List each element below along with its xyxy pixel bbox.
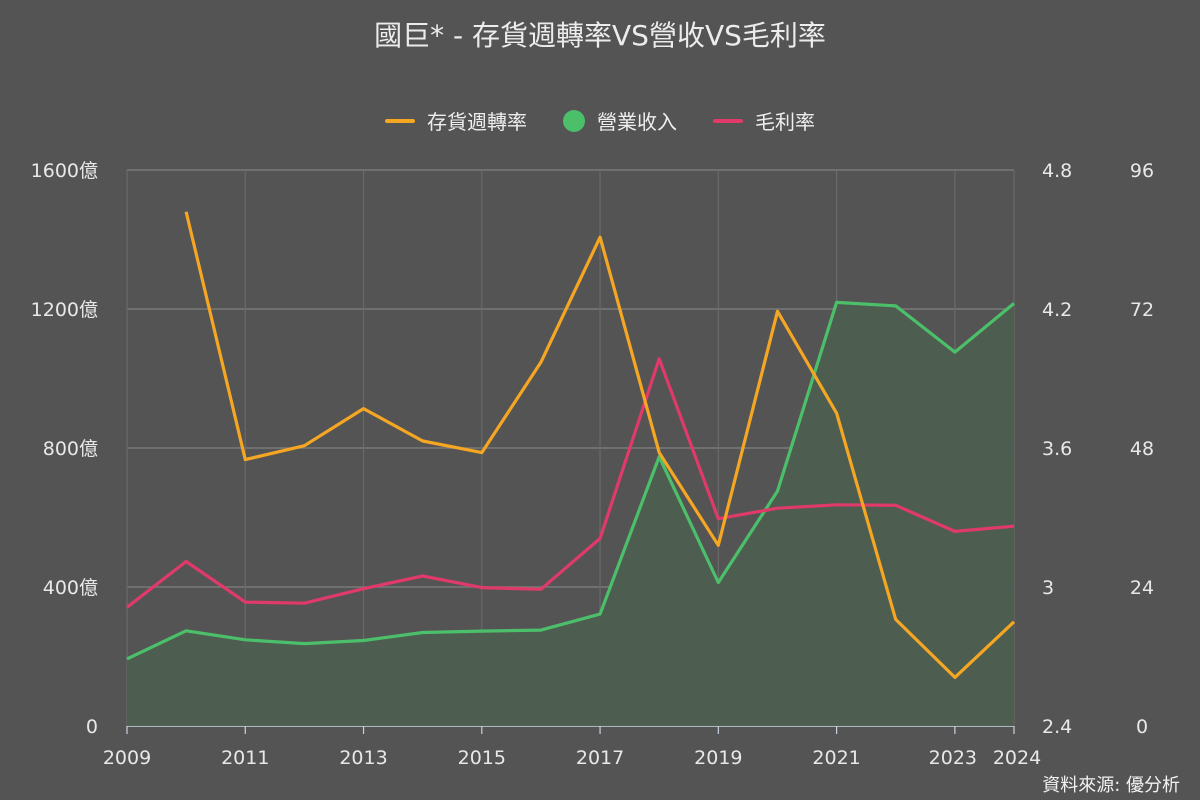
legend-line-marker — [385, 118, 415, 123]
x-tick-label: 2024 — [993, 747, 1041, 769]
source-note: 資料來源: 優分析 — [1042, 775, 1180, 796]
series-area-fill — [127, 302, 1014, 726]
x-tick-label: 2017 — [576, 747, 624, 769]
chart-title: 國巨* - 存貨週轉率VS營收VS毛利率 — [374, 19, 826, 52]
legend-label: 毛利率 — [755, 110, 815, 134]
legend: 存貨週轉率 營業收入 毛利率 — [0, 106, 1200, 135]
series-line-gross-margin — [126, 357, 1015, 609]
legend-dot-marker — [563, 109, 585, 132]
x-tick-label: 2015 — [458, 747, 506, 769]
y-right-margin-tick-label: 0 — [1136, 716, 1148, 738]
y-right-margin-tick-label: 24 — [1130, 577, 1154, 599]
x-tick-label: 2013 — [339, 747, 387, 769]
x-tick-label: 2021 — [812, 747, 860, 769]
y-right-turnover-tick-label: 4.8 — [1042, 160, 1072, 182]
legend-label: 存貨週轉率 — [427, 110, 527, 134]
legend-item-gross-margin[interactable]: 毛利率 — [713, 106, 815, 135]
y-right-turnover-tick-label: 3 — [1042, 577, 1054, 599]
series-line-inventory-turnover — [184, 211, 1016, 679]
y-left-tick-label: 800億 — [43, 438, 98, 460]
legend-item-inventory-turnover[interactable]: 存貨週轉率 — [385, 106, 527, 135]
y-left-tick-label: 0 — [86, 716, 98, 738]
y-right-turnover-tick-label: 3.6 — [1042, 438, 1072, 460]
y-right-margin-tick-label: 72 — [1130, 299, 1154, 321]
x-tick-label: 2019 — [694, 747, 742, 769]
x-tick-label: 2011 — [221, 747, 269, 769]
y-right-turnover-tick-label: 4.2 — [1042, 299, 1072, 321]
y-right-turnover-tick-label: 2.4 — [1042, 716, 1072, 738]
legend-label: 營業收入 — [597, 110, 677, 134]
y-left-tick-label: 400億 — [43, 577, 98, 599]
legend-item-revenue[interactable]: 營業收入 — [563, 106, 677, 135]
series-line-revenue — [126, 300, 1016, 661]
y-right-margin-tick-label: 96 — [1130, 160, 1154, 182]
y-right-margin-tick-label: 48 — [1130, 438, 1154, 460]
x-tick-label: 2023 — [929, 747, 977, 769]
legend-line-marker — [713, 118, 743, 123]
x-tick-label: 2009 — [103, 747, 151, 769]
y-left-tick-label: 1200億 — [31, 299, 98, 321]
y-left-tick-label: 1600億 — [31, 160, 98, 182]
